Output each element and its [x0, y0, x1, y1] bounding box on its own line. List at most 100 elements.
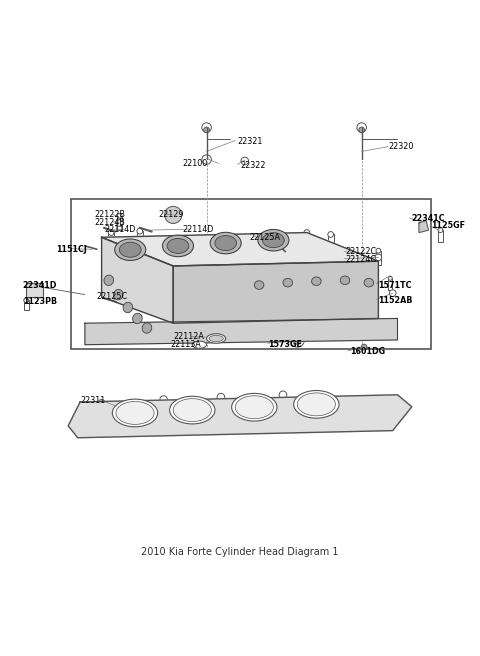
Bar: [328, 234, 334, 247]
Circle shape: [204, 127, 209, 133]
Circle shape: [24, 298, 29, 302]
Text: 22114D: 22114D: [104, 225, 135, 234]
Text: 22122C: 22122C: [345, 247, 376, 256]
Text: 22124C: 22124C: [345, 255, 376, 264]
Text: 22322: 22322: [240, 161, 265, 171]
Text: 22112A: 22112A: [173, 332, 204, 341]
Ellipse shape: [254, 281, 264, 289]
Ellipse shape: [283, 278, 292, 287]
Ellipse shape: [104, 275, 114, 285]
Circle shape: [346, 397, 354, 405]
Polygon shape: [85, 318, 397, 344]
Ellipse shape: [169, 396, 215, 424]
Circle shape: [376, 249, 381, 253]
Circle shape: [375, 254, 382, 260]
Circle shape: [88, 415, 96, 422]
Polygon shape: [173, 261, 378, 323]
Text: 22125A: 22125A: [250, 233, 280, 242]
Ellipse shape: [167, 238, 189, 253]
Ellipse shape: [235, 396, 274, 419]
Ellipse shape: [312, 277, 321, 285]
Circle shape: [137, 228, 143, 234]
Circle shape: [241, 157, 249, 165]
Ellipse shape: [116, 401, 154, 424]
Ellipse shape: [210, 232, 241, 254]
Circle shape: [361, 344, 367, 350]
Text: 22122B: 22122B: [95, 210, 125, 219]
Ellipse shape: [297, 393, 336, 416]
Circle shape: [165, 206, 182, 224]
Text: 22114D: 22114D: [183, 225, 214, 234]
Ellipse shape: [294, 390, 339, 418]
Bar: [137, 231, 143, 243]
Circle shape: [202, 123, 211, 133]
Bar: [388, 278, 392, 291]
Ellipse shape: [112, 399, 157, 427]
Circle shape: [98, 400, 106, 407]
Circle shape: [160, 396, 168, 403]
Text: 1571TC: 1571TC: [378, 281, 412, 289]
Circle shape: [388, 276, 392, 280]
Polygon shape: [102, 233, 378, 266]
Circle shape: [357, 123, 366, 133]
Text: 22311: 22311: [80, 396, 106, 405]
Circle shape: [438, 228, 443, 233]
Text: 22341C: 22341C: [412, 214, 445, 223]
Bar: [438, 230, 443, 242]
Ellipse shape: [340, 276, 350, 285]
Text: 1123PB: 1123PB: [23, 297, 57, 306]
Bar: [304, 233, 310, 245]
Ellipse shape: [364, 278, 373, 287]
Ellipse shape: [209, 335, 223, 342]
Text: 2010 Kia Forte Cylinder Head Diagram 1: 2010 Kia Forte Cylinder Head Diagram 1: [141, 547, 339, 557]
Circle shape: [359, 127, 364, 133]
Text: 22100: 22100: [183, 159, 208, 168]
Text: 22113A: 22113A: [171, 340, 202, 349]
Ellipse shape: [132, 313, 142, 323]
Bar: [24, 300, 29, 310]
Polygon shape: [68, 395, 412, 438]
Ellipse shape: [123, 302, 132, 313]
Circle shape: [117, 213, 122, 218]
Circle shape: [202, 155, 211, 164]
Text: 22321: 22321: [238, 137, 263, 146]
Circle shape: [116, 220, 123, 226]
Ellipse shape: [192, 341, 206, 348]
Ellipse shape: [215, 236, 237, 251]
Ellipse shape: [206, 334, 226, 343]
Text: 1152AB: 1152AB: [378, 296, 413, 305]
Text: 22129: 22129: [159, 210, 184, 219]
Text: 22341D: 22341D: [23, 281, 57, 289]
Bar: [26, 283, 43, 297]
Ellipse shape: [120, 242, 141, 257]
Circle shape: [293, 336, 301, 344]
Circle shape: [217, 394, 225, 401]
Text: 1125GF: 1125GF: [431, 221, 465, 230]
Ellipse shape: [142, 323, 152, 333]
Circle shape: [389, 290, 396, 297]
Circle shape: [31, 285, 38, 293]
Polygon shape: [102, 237, 173, 323]
Ellipse shape: [162, 236, 193, 256]
Ellipse shape: [173, 399, 211, 422]
Circle shape: [290, 333, 304, 347]
Polygon shape: [419, 220, 429, 233]
Bar: [117, 216, 122, 230]
Ellipse shape: [113, 289, 123, 300]
Ellipse shape: [115, 239, 146, 260]
Bar: [376, 251, 381, 265]
Text: 22125C: 22125C: [97, 293, 128, 302]
Text: 1573GE: 1573GE: [269, 340, 302, 349]
Ellipse shape: [263, 233, 284, 248]
Bar: [71, 199, 431, 350]
Ellipse shape: [232, 394, 277, 421]
Bar: [108, 233, 114, 245]
Circle shape: [304, 230, 310, 236]
Text: 1601DG: 1601DG: [350, 348, 385, 356]
Text: 1151CJ: 1151CJ: [56, 245, 87, 254]
Circle shape: [379, 410, 387, 418]
Circle shape: [279, 391, 287, 399]
Circle shape: [108, 230, 114, 236]
Circle shape: [328, 232, 334, 237]
Ellipse shape: [258, 230, 289, 251]
